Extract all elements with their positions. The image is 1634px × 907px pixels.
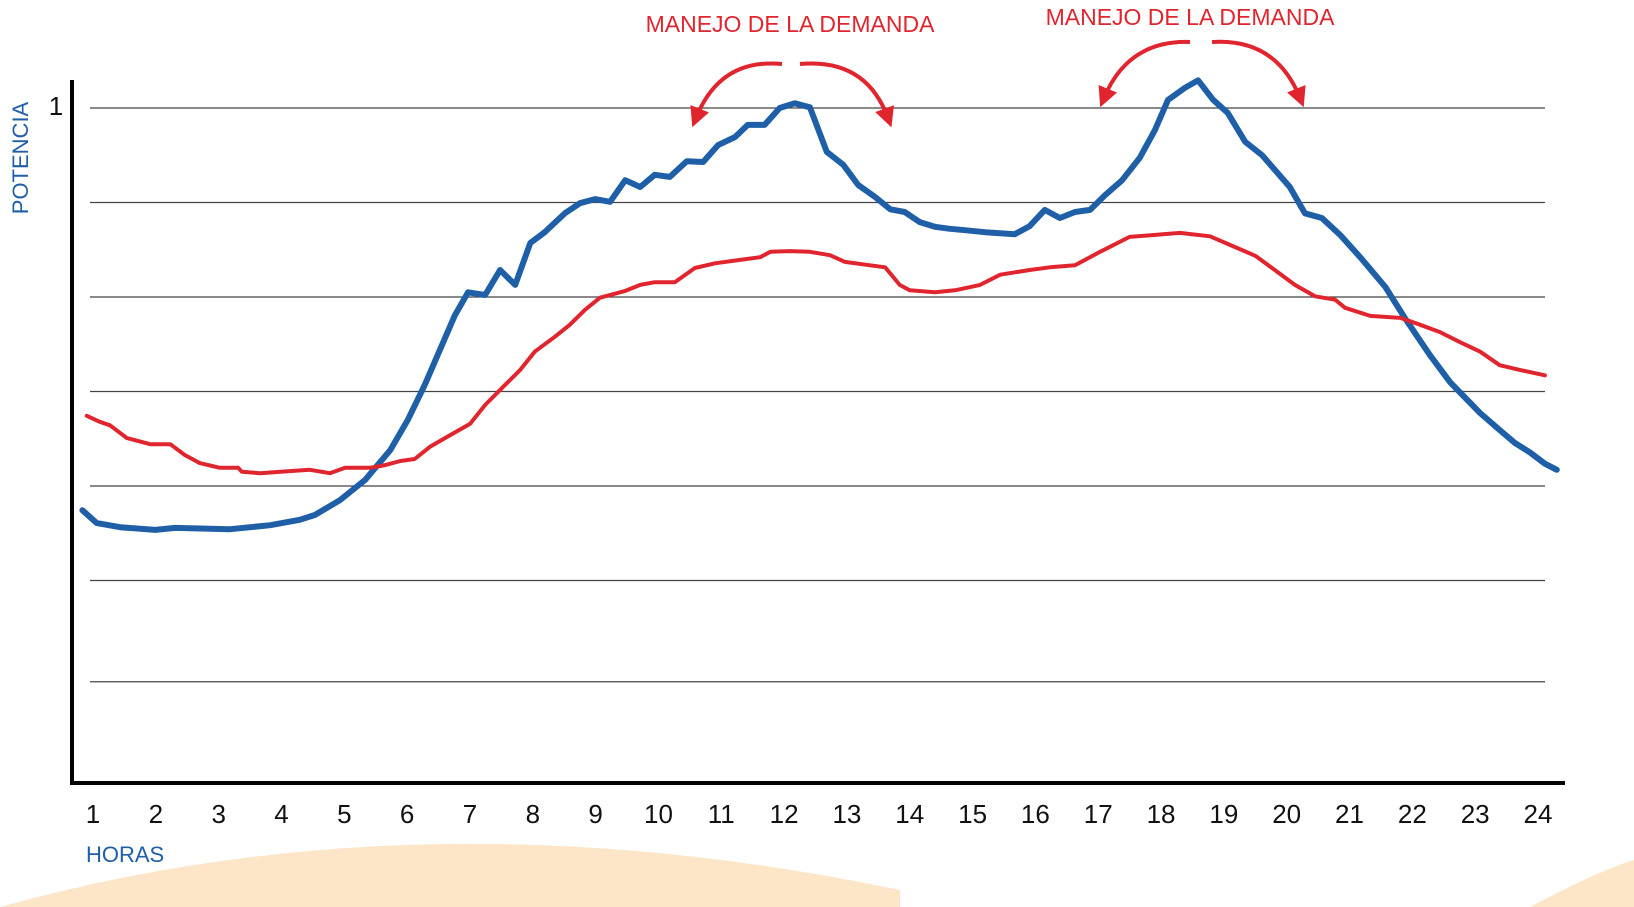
x-tick-label: 4 (274, 799, 288, 829)
x-axis-label: HORAS (86, 842, 164, 867)
x-tick-label: 10 (644, 799, 673, 829)
x-tick-label: 9 (588, 799, 602, 829)
x-tick-label: 15 (958, 799, 987, 829)
x-tick-label: 20 (1272, 799, 1301, 829)
series-line (79, 77, 1560, 533)
x-tick-label: 8 (526, 799, 540, 829)
series-line (84, 230, 1547, 476)
x-tick-label: 18 (1147, 799, 1176, 829)
x-tick-label: 22 (1398, 799, 1427, 829)
x-tick-label: 14 (895, 799, 924, 829)
x-tick-label: 17 (1084, 799, 1113, 829)
x-tick-label: 3 (211, 799, 225, 829)
x-tick-label: 21 (1335, 799, 1364, 829)
y-axis-label: POTENCIA (8, 101, 33, 214)
background-swoosh (0, 843, 900, 907)
x-tick-label: 7 (463, 799, 477, 829)
lines (79, 77, 1560, 533)
x-tick-label: 6 (400, 799, 414, 829)
arrow (799, 61, 894, 128)
x-tick-label: 2 (149, 799, 163, 829)
arrow (1098, 39, 1191, 108)
x-tick-label: 5 (337, 799, 351, 829)
annotation: MANEJO DE LA DEMANDA (1046, 4, 1335, 30)
x-tick-label: 13 (832, 799, 861, 829)
x-tick-label: 16 (1021, 799, 1050, 829)
x-tick-label: 11 (708, 799, 735, 829)
x-tick-label: 1 (86, 799, 100, 829)
annotation: MANEJO DE LA DEMANDA (646, 11, 935, 37)
x-tick-label: 23 (1461, 799, 1490, 829)
x-tick-label: 24 (1524, 799, 1553, 829)
grid (90, 107, 1545, 683)
y-tick-label: 1 (49, 91, 63, 121)
arrow (1211, 39, 1306, 108)
arrow (690, 61, 783, 128)
arrows (690, 39, 1306, 128)
background-swoosh (1530, 860, 1634, 907)
x-tick-label: 12 (770, 799, 799, 829)
x-tick-label: 19 (1209, 799, 1238, 829)
